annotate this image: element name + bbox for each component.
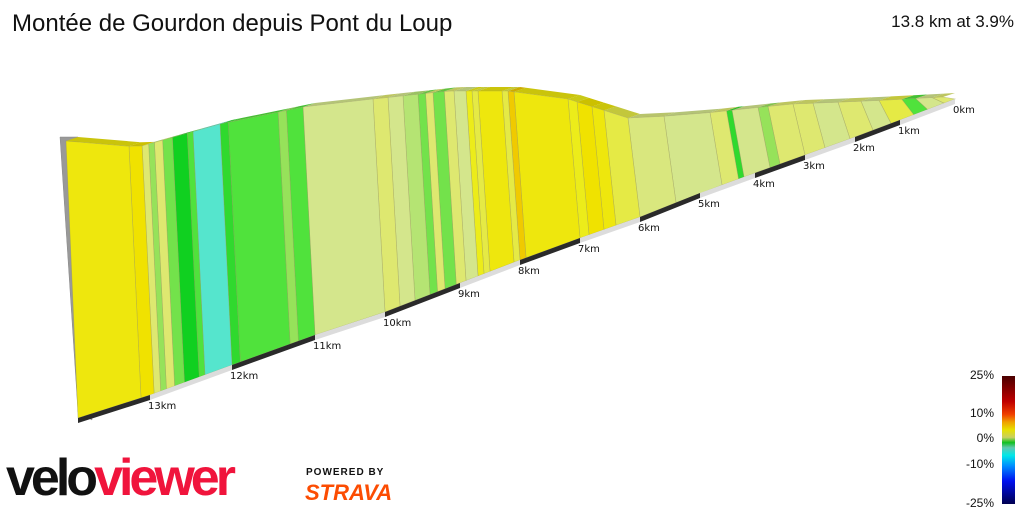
segment-top [418, 89, 438, 95]
segment-top [932, 93, 955, 98]
km-bar [150, 365, 232, 400]
segment-top [793, 99, 825, 104]
km-bar [755, 155, 805, 178]
km-tick-label: 2km [853, 143, 875, 154]
segment-top [286, 103, 315, 111]
km-bar [385, 283, 460, 317]
segment-top [768, 100, 805, 107]
segment-top [433, 87, 457, 93]
segment-top [373, 93, 400, 99]
km-bar [315, 312, 385, 340]
km-bar [855, 120, 900, 142]
segment-top [444, 87, 466, 92]
segment-top [129, 141, 155, 147]
segment-top [66, 137, 141, 147]
km-tick-label: 8km [518, 266, 540, 277]
segment-top [454, 87, 478, 91]
km-bar [580, 217, 640, 243]
km-bar [640, 193, 700, 222]
legend-tick: 0% [976, 431, 994, 445]
km-tick-label: 13km [148, 401, 176, 412]
gradient-color-bar [1002, 376, 1015, 504]
segment-top [901, 94, 928, 100]
segment-top [726, 106, 744, 111]
km-tick-label: 12km [230, 371, 258, 382]
km-bar [232, 335, 315, 370]
segment-top [278, 106, 299, 113]
segment-top [664, 108, 722, 117]
km-bar [460, 260, 520, 288]
segment-top [425, 88, 445, 94]
segment-top [502, 87, 520, 91]
km-tick-label: 7km [578, 244, 600, 255]
km-bar [900, 99, 955, 125]
segment-top [861, 96, 891, 102]
gradient-legend: 25% 10% 0% -10% -25% [940, 368, 1024, 512]
km-tick-label: 10km [383, 318, 411, 329]
powered-by-label: POWERED BY [306, 467, 385, 478]
page-title: Montée de Gourdon depuis Pont du Loup [12, 10, 453, 37]
segment-top [568, 95, 589, 102]
segment-top [732, 103, 770, 111]
km-tick-label: 1km [898, 126, 920, 137]
segment-top [577, 97, 604, 107]
km-tick-label: 6km [638, 223, 660, 234]
km-tick-label: 3km [803, 161, 825, 172]
gradient-segment [302, 98, 386, 336]
km-bar [805, 137, 855, 160]
segment-top [879, 95, 914, 101]
climb-summary: 13.8 km at 3.9% [891, 12, 1014, 31]
segment-top [838, 97, 873, 103]
km-tick-label: 11km [313, 341, 341, 352]
strava-logo: STRAVA [305, 480, 393, 505]
segment-top [220, 118, 241, 124]
gradient-segment [65, 140, 142, 419]
legend-tick: -25% [965, 496, 994, 510]
segment-top [813, 98, 850, 104]
legend-tick: 10% [969, 406, 994, 420]
segment-top [508, 87, 526, 92]
segment-top [514, 87, 580, 99]
segment-top [604, 106, 640, 118]
km-tick-label: 9km [458, 289, 480, 300]
legend-tick: -10% [965, 457, 994, 471]
segment-top [228, 108, 291, 123]
segment-top [915, 93, 944, 99]
km-bar [78, 395, 150, 423]
segment-top [472, 87, 490, 91]
segment-top [403, 90, 430, 96]
segment-top [303, 95, 385, 107]
km-tick-label: 0km [953, 105, 975, 116]
segment-top [466, 87, 484, 91]
km-bar [700, 173, 755, 198]
veloviewer-logo: veloviewer [6, 449, 236, 507]
segment-top [628, 112, 676, 118]
segment-top [388, 91, 415, 98]
segment-top [710, 106, 739, 113]
km-bar [520, 238, 580, 265]
km-tick-label: 5km [698, 199, 720, 210]
km-tick-label: 4km [753, 179, 775, 190]
segment-top [758, 102, 780, 108]
legend-tick: 25% [969, 368, 994, 382]
